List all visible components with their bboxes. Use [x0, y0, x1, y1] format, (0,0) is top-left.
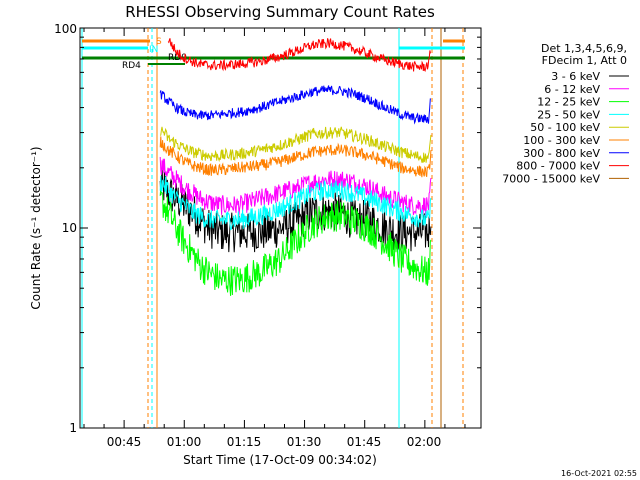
series-layer: [159, 38, 432, 296]
ytick-label-100: 100: [54, 22, 77, 36]
legend-header-1: Det 1,3,4,5,6,9,: [541, 42, 627, 55]
xtick-label-0045: 00:45: [107, 435, 142, 449]
legend-header-2: FDecim 1, Att 0: [542, 54, 627, 67]
axis-ticks: [80, 27, 481, 429]
ytick-label-1: 1: [69, 421, 77, 435]
flag-label-rd0: RD0: [168, 53, 187, 63]
xtick-label-0115: 01:15: [227, 435, 262, 449]
legend-label-7: 800 - 7000 keV: [516, 160, 600, 173]
y-axis-label: Count Rate (s⁻¹ detector⁻¹): [29, 146, 43, 309]
legend-label-3: 25 - 50 keV: [537, 108, 600, 121]
legend-label-8: 7000 - 15000 keV: [502, 172, 600, 185]
legend-label-2: 12 - 25 keV: [537, 96, 600, 109]
legend-label-1: 6 - 12 keV: [544, 83, 600, 96]
flag-label-in: IN: [149, 45, 158, 55]
xtick-label-0130: 01:30: [287, 435, 322, 449]
timestamp: 16-Oct-2021 02:55: [561, 469, 637, 478]
legend-label-5: 100 - 300 keV: [523, 134, 600, 147]
legend-label-4: 50 - 100 keV: [530, 121, 600, 134]
xtick-label-0145: 01:45: [347, 435, 382, 449]
x-axis-label: Start Time (17-Oct-09 00:34:02): [183, 453, 377, 467]
flag-label-s: S: [156, 37, 162, 47]
ytick-label-10: 10: [62, 221, 77, 235]
chart-title: RHESSI Observing Summary Count Rates: [125, 3, 435, 21]
series-line-3: [159, 175, 432, 231]
legend: Det 1,3,4,5,6,9, FDecim 1, Att 0 3 - 6 k…: [502, 42, 629, 185]
legend-label-0: 3 - 6 keV: [551, 70, 600, 83]
xtick-label-0100: 01:00: [167, 435, 202, 449]
series-line-7: [167, 38, 431, 72]
series-line-5: [159, 136, 432, 178]
xtick-label-0200: 02:00: [407, 435, 442, 449]
legend-label-6: 300 - 800 keV: [523, 147, 600, 160]
series-line-4: [159, 126, 432, 163]
series-line-2: [159, 186, 432, 296]
series-line-6: [159, 85, 431, 125]
flag-label-rd4: RD4: [122, 61, 141, 71]
